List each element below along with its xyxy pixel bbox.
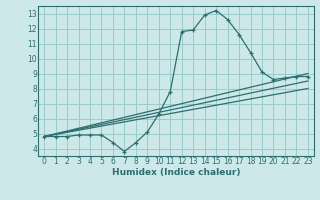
X-axis label: Humidex (Indice chaleur): Humidex (Indice chaleur) — [112, 168, 240, 177]
